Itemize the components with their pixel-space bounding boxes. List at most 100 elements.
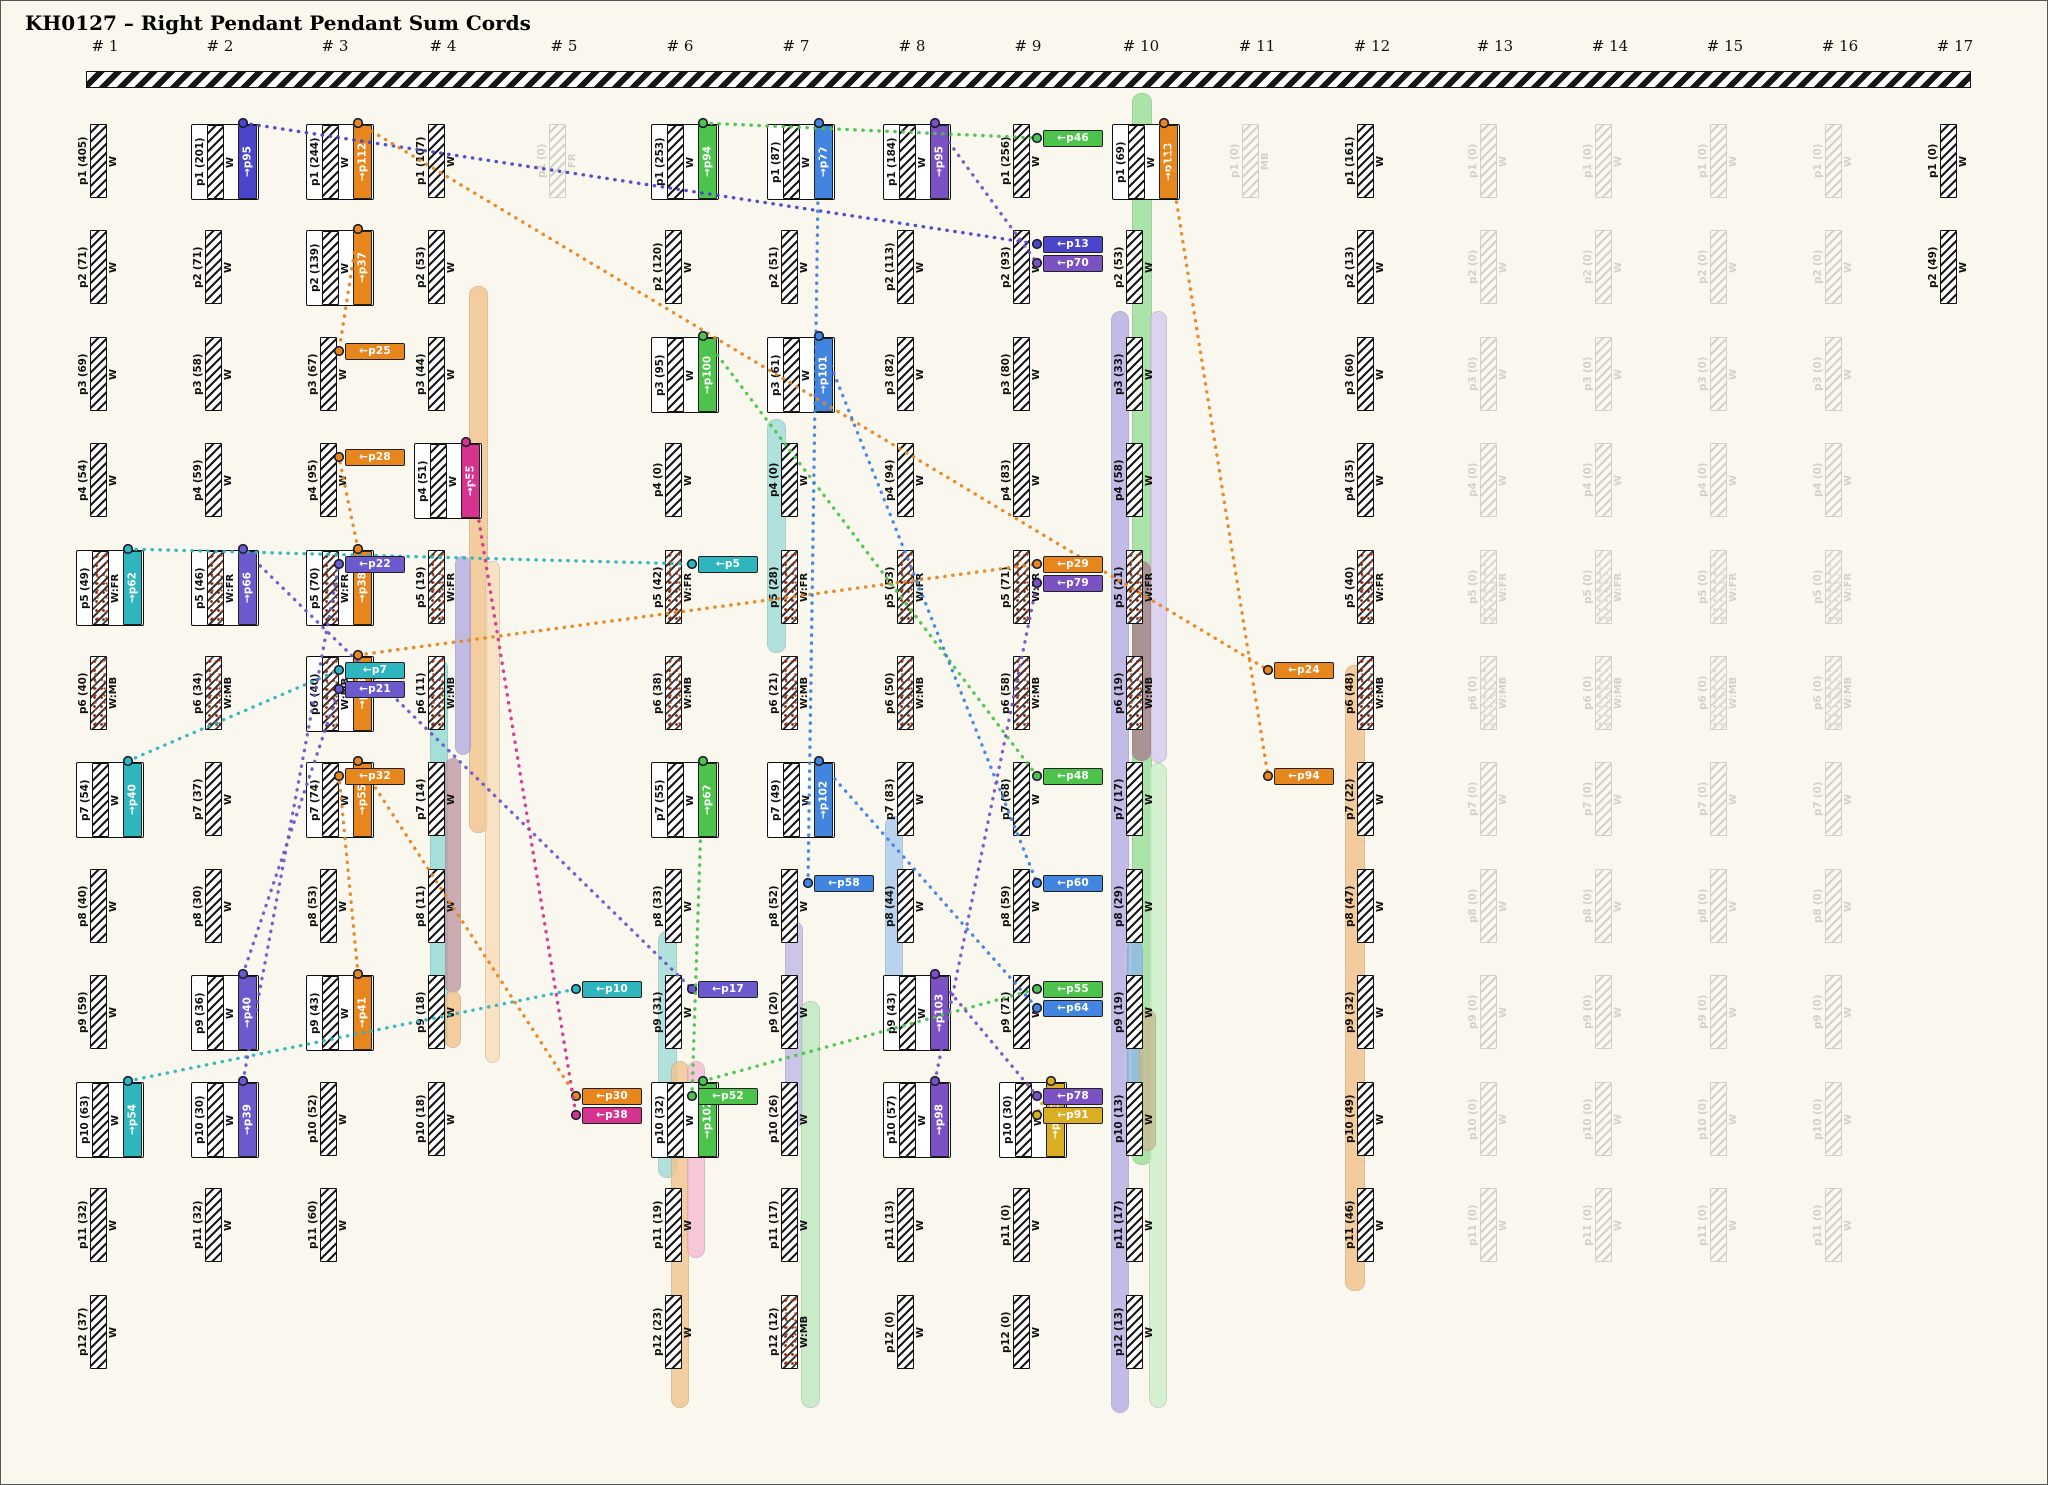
cord-label: p3 (80)	[1000, 353, 1012, 395]
cord-annotation: W	[1613, 474, 1624, 486]
cord-bar	[1357, 550, 1374, 624]
cord-bar	[1710, 869, 1727, 943]
receive-badge: ←p7	[345, 662, 405, 679]
cord-label: p8 (11)	[415, 885, 427, 927]
cord-label: p2 (49)	[1927, 246, 1939, 288]
cord-annotation: W	[685, 1114, 696, 1126]
cord-label: p1 (0)	[1697, 143, 1709, 179]
cord-group16-p7: p7 (0) W	[1811, 762, 1855, 836]
cord-annotation: W	[1144, 1219, 1155, 1231]
cord-label: p4 (0)	[1812, 462, 1824, 498]
cord-annotation: W	[1728, 368, 1739, 380]
cord-bar	[1013, 656, 1030, 730]
sum-band	[485, 561, 500, 1063]
cord-group6-p6: p6 (38) W:MB	[651, 656, 695, 730]
cord-group12-p11: p11 (46) W	[1343, 1188, 1387, 1262]
cord-bar	[90, 869, 107, 943]
sum-tag: →p55	[461, 444, 480, 518]
cord-label: p4 (54)	[77, 459, 89, 501]
cord-bar	[667, 338, 684, 412]
cord-label: p2 (13)	[1344, 246, 1356, 288]
cord-annotation: W	[1498, 1006, 1509, 1018]
cord-bar	[428, 656, 445, 730]
cord-group4-p9: p9 (18) W	[414, 975, 458, 1049]
cord-label: p10 (0)	[1697, 1098, 1709, 1140]
cord-group1-p9: p9 (59) W	[76, 975, 120, 1049]
receive-badge: ←p17	[698, 981, 758, 998]
cord-bar	[897, 550, 914, 624]
cord-bar	[1710, 1188, 1727, 1262]
cord-annotation: W	[915, 1326, 926, 1338]
cord-annotation: W	[1613, 261, 1624, 273]
cord-bar	[207, 551, 224, 625]
cord-annotation: W	[1728, 1113, 1739, 1125]
cord-label: p11 (60)	[307, 1200, 319, 1250]
cord-group10-p12: p12 (13) W	[1112, 1295, 1156, 1369]
cord-group9-p7: p7 (68) W	[999, 762, 1043, 836]
cord-annotation: W	[685, 794, 696, 806]
cord-annotation: W	[1498, 900, 1509, 912]
sum-tag: →p62	[123, 551, 142, 625]
cord-bar	[1595, 443, 1612, 517]
cord-group9-p8: p8 (59) W	[999, 869, 1043, 943]
cord-bar	[207, 976, 224, 1050]
cord-label: p6 (0)	[1697, 675, 1709, 711]
cord-annotation: W	[108, 474, 119, 486]
cord-bar	[207, 1083, 224, 1157]
cord-bar	[1480, 443, 1497, 517]
column-header: # 17	[1936, 37, 1974, 55]
cord-annotation: W	[1031, 368, 1042, 380]
column-header: # 9	[1014, 37, 1042, 55]
cord-bar	[1825, 550, 1842, 624]
cord-annotation: W	[1144, 1326, 1155, 1338]
cord-label: p1 (87)	[770, 141, 782, 183]
cord-label: p8 (59)	[1000, 885, 1012, 927]
cord-bar	[428, 550, 445, 624]
cord-annotation: W	[1958, 155, 1969, 167]
cord-bar	[783, 338, 800, 412]
cord-group9-p6: p6 (58) W:MB	[999, 656, 1043, 730]
cord-annotation: W	[1031, 261, 1042, 273]
cord-group10-p6: p6 (19) W:MB	[1112, 656, 1156, 730]
cord-bar	[1595, 230, 1612, 304]
cord-bar	[1126, 230, 1143, 304]
cord-annotation: W	[1498, 155, 1509, 167]
cord-label: p1 (69)	[1115, 141, 1127, 183]
cord-group15-p2: p2 (0) W	[1696, 230, 1740, 304]
cord-group8-p3: p3 (82) W	[883, 337, 927, 411]
cord-bar	[1126, 762, 1143, 836]
cord-bar	[430, 444, 447, 518]
cord-group1-p8: p8 (40) W	[76, 869, 120, 943]
cord-bar	[1825, 975, 1842, 1049]
cord-group13-p7: p7 (0) W	[1466, 762, 1510, 836]
cord-annotation: W	[917, 1114, 928, 1126]
cord-label: p8 (29)	[1113, 885, 1125, 927]
cord-annotation: W	[1031, 155, 1042, 167]
cord-bar	[1013, 443, 1030, 517]
cord-group6-p11: p11 (19) W	[651, 1188, 695, 1262]
cord-annotation: W	[1498, 1113, 1509, 1125]
cord-bar	[205, 869, 222, 943]
cord-bar	[90, 1295, 107, 1369]
cord-annotation: W	[1498, 793, 1509, 805]
cord-group13-p4: p4 (0) W	[1466, 443, 1510, 517]
cord-label: p10 (32)	[654, 1095, 666, 1145]
cord-bar	[1013, 1188, 1030, 1262]
cord-bar	[1015, 1083, 1032, 1157]
cord-annotation: W:FR	[1843, 572, 1854, 602]
column-header: # 3	[321, 37, 349, 55]
cord-annotation: W	[1031, 793, 1042, 805]
primary-cord	[86, 71, 1971, 88]
cord-group7-p5: p5 (28) W:FR	[767, 550, 811, 624]
cord-annotation: W	[1031, 1326, 1042, 1338]
cord-bar	[90, 1188, 107, 1262]
cord-label: p5 (0)	[1812, 569, 1824, 605]
cord-bar	[1710, 975, 1727, 1049]
cord-annotation: W	[683, 900, 694, 912]
cord-annotation: W:FR	[446, 572, 457, 602]
cord-label: p10 (18)	[415, 1094, 427, 1144]
cord-group13-p5: p5 (0) W:FR	[1466, 550, 1510, 624]
cord-bar	[92, 1083, 109, 1157]
cord-group14-p1: p1 (0) W	[1581, 124, 1625, 198]
